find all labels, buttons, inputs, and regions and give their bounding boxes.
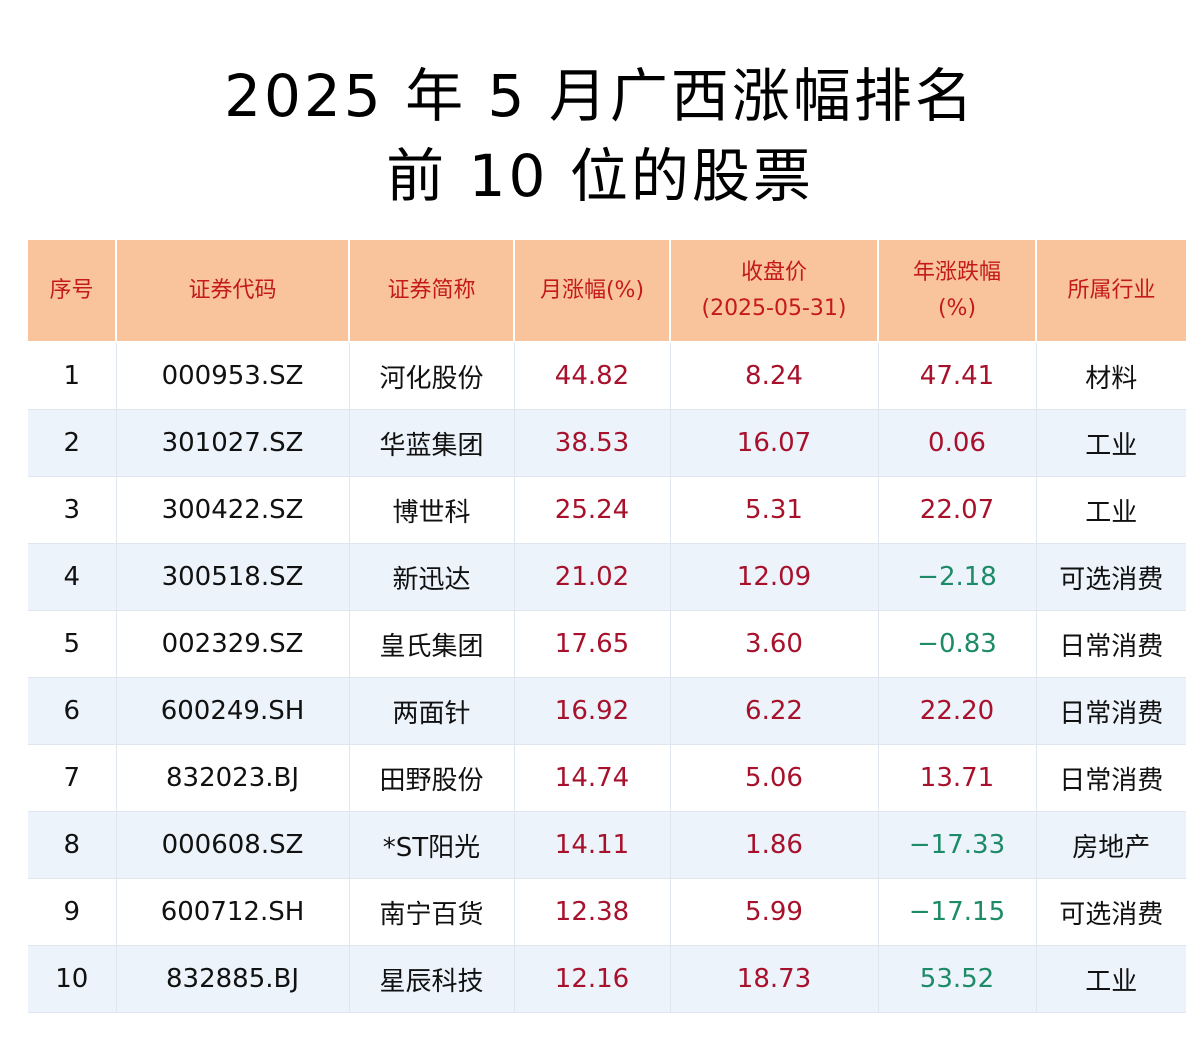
cell-industry: 日常消费	[1036, 677, 1186, 745]
cell-code: 300518.SZ	[116, 543, 350, 611]
cell-name: 皇氏集团	[349, 610, 515, 678]
cell-rank: 9	[28, 878, 117, 946]
cell-monthly-change: 25.24	[514, 476, 671, 544]
cell-yearly-change: 22.07	[878, 476, 1037, 544]
stock-ranking-table: 序号 证券代码 证券简称 月涨幅(%) 收盘价 (2025-05-31) 年涨跌…	[28, 240, 1186, 1013]
cell-close-price: 18.73	[670, 945, 879, 1013]
cell-rank: 10	[28, 945, 117, 1013]
cell-close-price: 3.60	[670, 610, 879, 678]
cell-rank: 6	[28, 677, 117, 745]
cell-yearly-change: 53.52	[878, 945, 1037, 1013]
cell-close-price: 6.22	[670, 677, 879, 745]
table-row: 7 832023.BJ 田野股份 14.74 5.06 13.71 日常消费	[28, 744, 1186, 812]
cell-yearly-change: 22.20	[878, 677, 1037, 745]
cell-rank: 7	[28, 744, 117, 812]
cell-code: 002329.SZ	[116, 610, 350, 678]
cell-code: 600249.SH	[116, 677, 350, 745]
cell-industry: 可选消费	[1036, 878, 1186, 946]
cell-rank: 5	[28, 610, 117, 678]
cell-monthly-change: 14.11	[514, 811, 671, 879]
cell-monthly-change: 16.92	[514, 677, 671, 745]
cell-close-price: 5.06	[670, 744, 879, 812]
cell-monthly-change: 12.16	[514, 945, 671, 1013]
cell-code: 832885.BJ	[116, 945, 350, 1013]
cell-yearly-change: −0.83	[878, 610, 1037, 678]
cell-name: 河化股份	[349, 342, 515, 410]
header-code: 证券代码	[116, 240, 350, 343]
table-row: 2 301027.SZ 华蓝集团 38.53 16.07 0.06 工业	[28, 409, 1186, 477]
header-yearly-change-label: 年涨跌幅	[912, 259, 1001, 285]
cell-monthly-change: 21.02	[514, 543, 671, 611]
cell-rank: 4	[28, 543, 117, 611]
header-name: 证券简称	[349, 240, 515, 343]
header-industry: 所属行业	[1036, 240, 1186, 343]
header-close-price-date: (2025-05-31)	[701, 295, 847, 321]
cell-name: *ST阳光	[349, 811, 515, 879]
cell-monthly-change: 44.82	[514, 342, 671, 410]
cell-industry: 材料	[1036, 342, 1186, 410]
cell-monthly-change: 17.65	[514, 610, 671, 678]
table-row: 8 000608.SZ *ST阳光 14.11 1.86 −17.33 房地产	[28, 811, 1186, 879]
page-title: 2025 年 5 月广西涨幅排名	[224, 62, 976, 130]
cell-name: 新迅达	[349, 543, 515, 611]
cell-industry: 日常消费	[1036, 610, 1186, 678]
cell-name: 华蓝集团	[349, 409, 515, 477]
cell-code: 000953.SZ	[116, 342, 350, 410]
cell-close-price: 8.24	[670, 342, 879, 410]
cell-name: 田野股份	[349, 744, 515, 812]
header-rank: 序号	[28, 240, 117, 343]
cell-name: 博世科	[349, 476, 515, 544]
cell-industry: 工业	[1036, 409, 1186, 477]
cell-industry: 工业	[1036, 945, 1186, 1013]
cell-yearly-change: 47.41	[878, 342, 1037, 410]
cell-yearly-change: −2.18	[878, 543, 1037, 611]
cell-industry: 工业	[1036, 476, 1186, 544]
cell-rank: 8	[28, 811, 117, 879]
header-monthly-change: 月涨幅(%)	[514, 240, 671, 343]
cell-close-price: 5.31	[670, 476, 879, 544]
table-row: 4 300518.SZ 新迅达 21.02 12.09 −2.18 可选消费	[28, 543, 1186, 611]
header-yearly-change: 年涨跌幅 (%)	[878, 240, 1037, 343]
cell-yearly-change: −17.15	[878, 878, 1037, 946]
table-row: 1 000953.SZ 河化股份 44.82 8.24 47.41 材料	[28, 342, 1186, 410]
cell-code: 832023.BJ	[116, 744, 350, 812]
cell-code: 600712.SH	[116, 878, 350, 946]
table-row: 5 002329.SZ 皇氏集团 17.65 3.60 −0.83 日常消费	[28, 610, 1186, 678]
page-subtitle: 前 10 位的股票	[386, 142, 814, 210]
cell-monthly-change: 12.38	[514, 878, 671, 946]
cell-monthly-change: 14.74	[514, 744, 671, 812]
table-row: 6 600249.SH 两面针 16.92 6.22 22.20 日常消费	[28, 677, 1186, 745]
header-close-price: 收盘价 (2025-05-31)	[670, 240, 879, 343]
cell-industry: 可选消费	[1036, 543, 1186, 611]
header-yearly-change-unit: (%)	[937, 295, 977, 321]
table-row: 3 300422.SZ 博世科 25.24 5.31 22.07 工业	[28, 476, 1186, 544]
cell-rank: 1	[28, 342, 117, 410]
cell-close-price: 12.09	[670, 543, 879, 611]
cell-name: 两面针	[349, 677, 515, 745]
cell-close-price: 5.99	[670, 878, 879, 946]
cell-close-price: 16.07	[670, 409, 879, 477]
cell-name: 星辰科技	[349, 945, 515, 1013]
cell-yearly-change: 0.06	[878, 409, 1037, 477]
cell-close-price: 1.86	[670, 811, 879, 879]
cell-code: 300422.SZ	[116, 476, 350, 544]
cell-yearly-change: −17.33	[878, 811, 1037, 879]
cell-industry: 房地产	[1036, 811, 1186, 879]
cell-rank: 3	[28, 476, 117, 544]
table-row: 9 600712.SH 南宁百货 12.38 5.99 −17.15 可选消费	[28, 878, 1186, 946]
table-header-row: 序号 证券代码 证券简称 月涨幅(%) 收盘价 (2025-05-31) 年涨跌…	[28, 240, 1186, 343]
cell-code: 301027.SZ	[116, 409, 350, 477]
header-close-price-label: 收盘价	[740, 259, 807, 285]
cell-name: 南宁百货	[349, 878, 515, 946]
cell-code: 000608.SZ	[116, 811, 350, 879]
cell-monthly-change: 38.53	[514, 409, 671, 477]
cell-industry: 日常消费	[1036, 744, 1186, 812]
cell-rank: 2	[28, 409, 117, 477]
cell-yearly-change: 13.71	[878, 744, 1037, 812]
table-row: 10 832885.BJ 星辰科技 12.16 18.73 53.52 工业	[28, 945, 1186, 1013]
